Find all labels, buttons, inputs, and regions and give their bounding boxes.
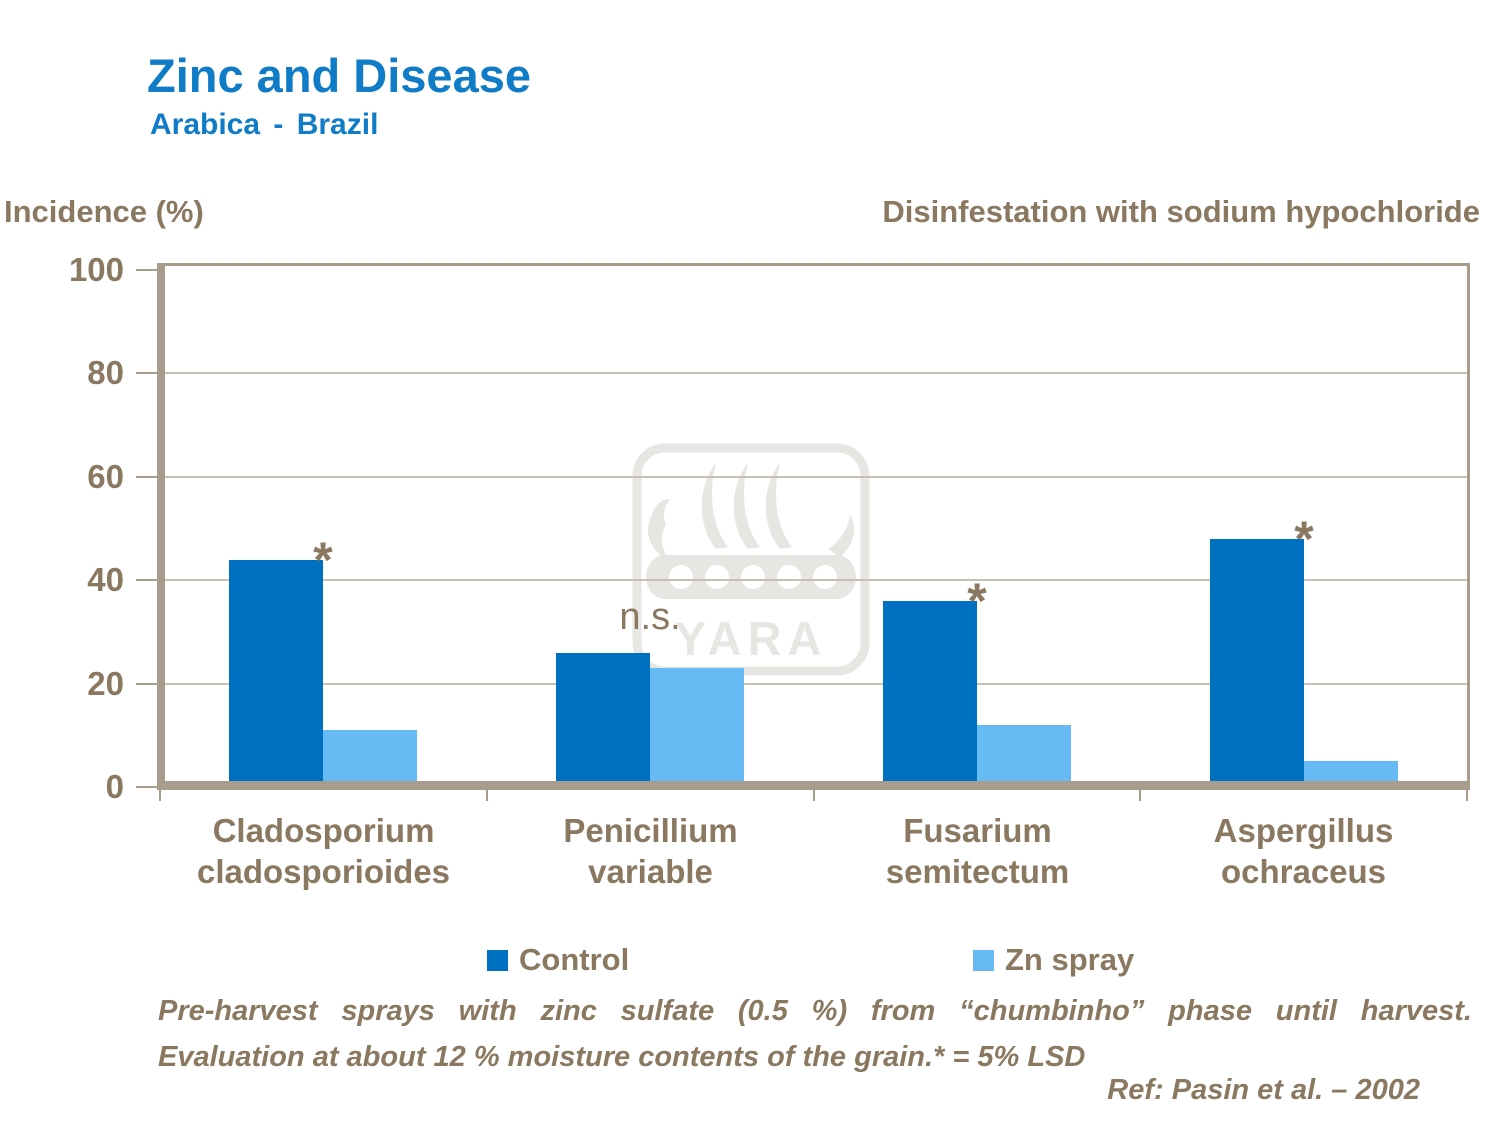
chart-right-note: Disinfestation with sodium hypochloride	[882, 194, 1480, 229]
significance-annotation: *	[1294, 511, 1314, 567]
y-tick-label: 60	[87, 457, 124, 495]
category-label: Cladosporium cladosporioides	[160, 810, 487, 892]
category-label-line: variable	[588, 853, 713, 890]
x-tick	[159, 790, 161, 801]
gridline	[160, 475, 1467, 478]
footnote-line1: Pre-harvest sprays with zinc sulfate (0.…	[158, 995, 1472, 1027]
footnote-line2: Evaluation at about 12 % moisture conten…	[158, 1041, 1086, 1073]
significance-annotation: n.s.	[619, 596, 681, 638]
watermark-border	[632, 443, 870, 676]
reference: Ref: Pasin et al. – 2002	[1107, 1074, 1420, 1106]
y-axis-title: Incidence (%)	[4, 194, 204, 229]
y-tick	[136, 475, 158, 478]
category-labels: Cladosporium cladosporioides Penicillium va…	[160, 810, 1467, 900]
x-tick	[486, 790, 488, 801]
bar-control-2	[556, 653, 650, 787]
plot-area: YARA * n.s. * *	[157, 263, 1470, 790]
y-tick	[136, 269, 158, 271]
bar-znspray-3	[977, 725, 1071, 787]
bar-control-4	[1210, 539, 1304, 787]
bar-znspray-1	[323, 730, 417, 787]
bar-control-3	[883, 601, 977, 787]
legend: Control Zn spray	[0, 942, 1500, 978]
yara-watermark: YARA	[632, 443, 870, 676]
gridline	[160, 579, 1467, 582]
category-label-line: cladosporioides	[196, 853, 451, 890]
legend-swatch-zn-spray	[973, 949, 994, 971]
x-tick	[1139, 790, 1141, 801]
y-tick	[136, 579, 158, 582]
category-label-line: Aspergillus	[1213, 812, 1394, 849]
category-label-line: Cladosporium	[212, 812, 435, 849]
y-axis	[160, 266, 165, 787]
y-tick	[136, 372, 158, 375]
gridline	[160, 682, 1467, 685]
y-tick	[136, 786, 158, 788]
x-axis	[160, 781, 1467, 787]
legend-label: Zn spray	[1005, 942, 1135, 977]
bar-znspray-2	[650, 668, 744, 787]
category-label: Penicillium variable	[487, 810, 814, 892]
page-subtitle: Arabica - Brazil	[150, 108, 379, 141]
significance-annotation: *	[313, 532, 333, 588]
y-tick-label: 20	[87, 664, 124, 702]
category-label: Fusarium semitectum	[814, 810, 1141, 892]
category-label-line: Fusarium	[903, 812, 1052, 849]
category-label-line: ochraceus	[1220, 853, 1387, 890]
legend-item-control: Control	[487, 942, 629, 978]
category-label-line: Penicillium	[563, 812, 738, 849]
gridline	[160, 372, 1467, 375]
x-tick	[813, 790, 815, 801]
y-tick-label: 80	[87, 354, 124, 392]
category-label: Aspergillus ochraceus	[1140, 810, 1467, 892]
category-label-line: semitectum	[885, 853, 1070, 890]
page-title: Zinc and Disease	[147, 49, 531, 102]
x-tick	[1466, 790, 1468, 801]
y-tick-label: 100	[68, 251, 124, 288]
plot-inner: * n.s. * *	[160, 266, 1467, 787]
legend-label: Control	[519, 942, 630, 977]
bar-control-1	[229, 560, 323, 787]
legend-swatch-control	[487, 949, 508, 971]
watermark-label: YARA	[675, 612, 828, 665]
y-tick-label: 0	[105, 768, 124, 805]
legend-item-zn-spray: Zn spray	[973, 942, 1134, 978]
ship-shields	[669, 565, 837, 589]
significance-annotation: *	[967, 573, 987, 629]
y-tick-label: 40	[87, 561, 124, 599]
y-tick	[136, 682, 158, 685]
